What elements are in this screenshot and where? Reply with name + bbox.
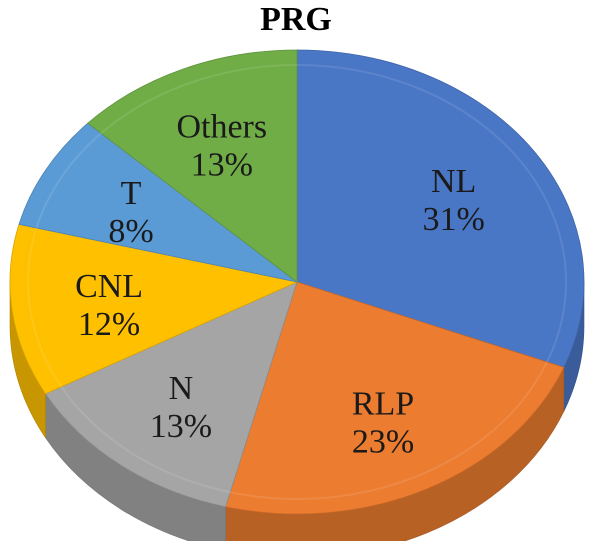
pie-label-nl: NL 31% bbox=[423, 163, 485, 238]
pie-label-category: Others bbox=[176, 108, 267, 145]
pie-label-t: T 8% bbox=[108, 175, 153, 250]
pie-label-n: N 13% bbox=[150, 370, 212, 445]
pie-label-percent: 13% bbox=[150, 408, 212, 445]
pie-rim-highlight bbox=[27, 64, 567, 500]
pie-label-percent: 23% bbox=[352, 423, 414, 460]
pie-slice-others bbox=[87, 49, 298, 283]
pie-slice-rlp bbox=[225, 281, 565, 515]
pie-slice-n bbox=[44, 281, 298, 508]
pie-label-others: Others 13% bbox=[176, 108, 267, 183]
pie-label-percent: 12% bbox=[78, 306, 140, 343]
pie-label-category: N bbox=[169, 370, 194, 407]
pie-label-percent: 8% bbox=[108, 213, 153, 250]
chart-title: PRG bbox=[260, 1, 332, 38]
pie-labels: NL 31%RLP 23%N 13%CNL 12%T 8%Others 13% bbox=[75, 108, 485, 460]
pie-label-rlp: RLP 23% bbox=[352, 385, 414, 460]
pie-label-category: T bbox=[121, 175, 142, 212]
pie-tops bbox=[9, 49, 585, 515]
pie-label-category: CNL bbox=[75, 268, 143, 305]
pie-label-cnl: CNL 12% bbox=[75, 268, 143, 343]
pie-label-category: NL bbox=[431, 163, 476, 200]
pie-label-percent: 31% bbox=[423, 201, 485, 238]
pie-slice-cnl bbox=[9, 223, 299, 395]
pie-slice-t bbox=[18, 122, 298, 283]
pie-label-category: RLP bbox=[352, 385, 414, 422]
pie-label-percent: 13% bbox=[191, 146, 253, 183]
pie-slice-nl bbox=[296, 49, 585, 368]
